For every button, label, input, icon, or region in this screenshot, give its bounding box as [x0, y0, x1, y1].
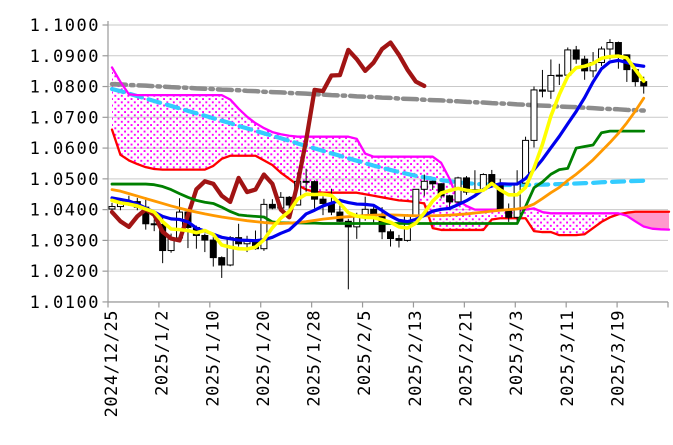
y-tick-label: 1.0500: [30, 170, 100, 190]
x-tick-label: 2024/12/25: [102, 310, 122, 417]
candle-body-down: [462, 177, 470, 193]
candle-body-down: [159, 223, 167, 252]
series-ma-mid-blue: [110, 58, 646, 243]
candle-body-up: [606, 42, 614, 50]
candle-body-down: [201, 234, 209, 241]
overlay-lines-layer: [109, 40, 646, 251]
x-tick-label: 2025/2/21: [456, 310, 476, 407]
candle-body-down: [437, 183, 445, 197]
series-ma-slow-orange: [110, 96, 646, 225]
y-tick-label: 1.0400: [30, 201, 100, 221]
series-kijun-sen: [110, 129, 646, 225]
candle-body-up: [564, 49, 572, 76]
x-tick-label: 2025/1/2: [153, 310, 173, 396]
cloud-bearish-area: [618, 211, 670, 230]
candle-body-up: [412, 188, 420, 216]
candle-body-up: [530, 89, 538, 141]
candle: [201, 233, 209, 253]
candle: [572, 45, 580, 64]
x-tick-label: 2025/3/19: [608, 310, 628, 407]
candle-body-down: [218, 257, 226, 266]
y-axis-labels: 1.1000 1.0900 1.0800 1.0700 1.0600 1.0500 1.04…: [30, 16, 100, 313]
candle-body-down: [446, 195, 454, 203]
y-tick-label: 1.0200: [30, 262, 100, 282]
y-tick-label: 1.0800: [30, 78, 100, 98]
candle: [555, 63, 563, 86]
x-tick-label: 2025/3/11: [558, 310, 578, 407]
candle: [412, 188, 420, 218]
series-chikou-span: [109, 40, 427, 243]
x-tick-label: 2025/3/3: [507, 310, 527, 396]
candle: [235, 223, 243, 247]
candle: [260, 198, 268, 251]
candle: [538, 69, 546, 98]
candle-body-down: [209, 239, 217, 259]
series-ma-short-yellow: [110, 54, 646, 251]
candle-body-down: [319, 198, 327, 204]
candle-body-down: [311, 181, 319, 200]
candle-body-down: [538, 89, 546, 92]
y-tick-label: 1.0600: [30, 139, 100, 159]
x-tick-label: 2025/1/28: [305, 310, 325, 407]
series-ma-100-cyan: [109, 86, 646, 188]
candle-body-up: [547, 74, 555, 92]
y-tick-label: 1.0100: [30, 293, 100, 313]
candle-body-up: [513, 182, 521, 218]
candle-body-down: [268, 203, 276, 209]
series-senkou-span-a: [110, 66, 671, 231]
candle-body-down: [302, 180, 310, 183]
candle-body-up: [108, 206, 116, 210]
x-tick-label: 2025/2/13: [406, 310, 426, 407]
candle: [302, 168, 310, 192]
axes: [102, 21, 669, 308]
candle: [218, 256, 226, 278]
candle-body-up: [260, 203, 268, 250]
candle: [209, 236, 217, 267]
x-axis-labels: 2024/12/25 2025/1/2 2025/1/10 2025/1/20 2025…: [102, 310, 628, 417]
candle: [420, 174, 428, 196]
candle-body-down: [395, 238, 403, 241]
candle-body-up: [226, 237, 234, 266]
candle-body-up: [555, 74, 563, 77]
candle: [547, 59, 555, 99]
y-tick-label: 1.0700: [30, 108, 100, 128]
candle: [268, 199, 276, 210]
candle-body-down: [614, 42, 622, 56]
candle-body-down: [572, 49, 580, 60]
candle-body-down: [150, 223, 158, 226]
x-tick-label: 2025/1/20: [254, 310, 274, 407]
x-tick-label: 2025/2/5: [355, 310, 375, 396]
series-senkou-span-b: [110, 128, 671, 237]
candle: [530, 86, 538, 148]
candle-body-up: [420, 180, 428, 190]
y-tick-label: 1.1000: [30, 16, 100, 36]
candle: [395, 234, 403, 248]
x-tick-label: 2025/1/10: [203, 310, 223, 407]
candle: [437, 183, 445, 199]
candle: [598, 46, 606, 66]
candle: [159, 217, 167, 264]
candle-body-down: [429, 180, 437, 185]
candle: [387, 229, 395, 247]
candle-body-up: [598, 48, 606, 64]
candle: [344, 218, 352, 290]
candle: [429, 180, 437, 190]
y-tick-label: 1.0300: [30, 231, 100, 251]
candle-body-down: [387, 231, 395, 240]
y-tick-label: 1.0900: [30, 47, 100, 67]
